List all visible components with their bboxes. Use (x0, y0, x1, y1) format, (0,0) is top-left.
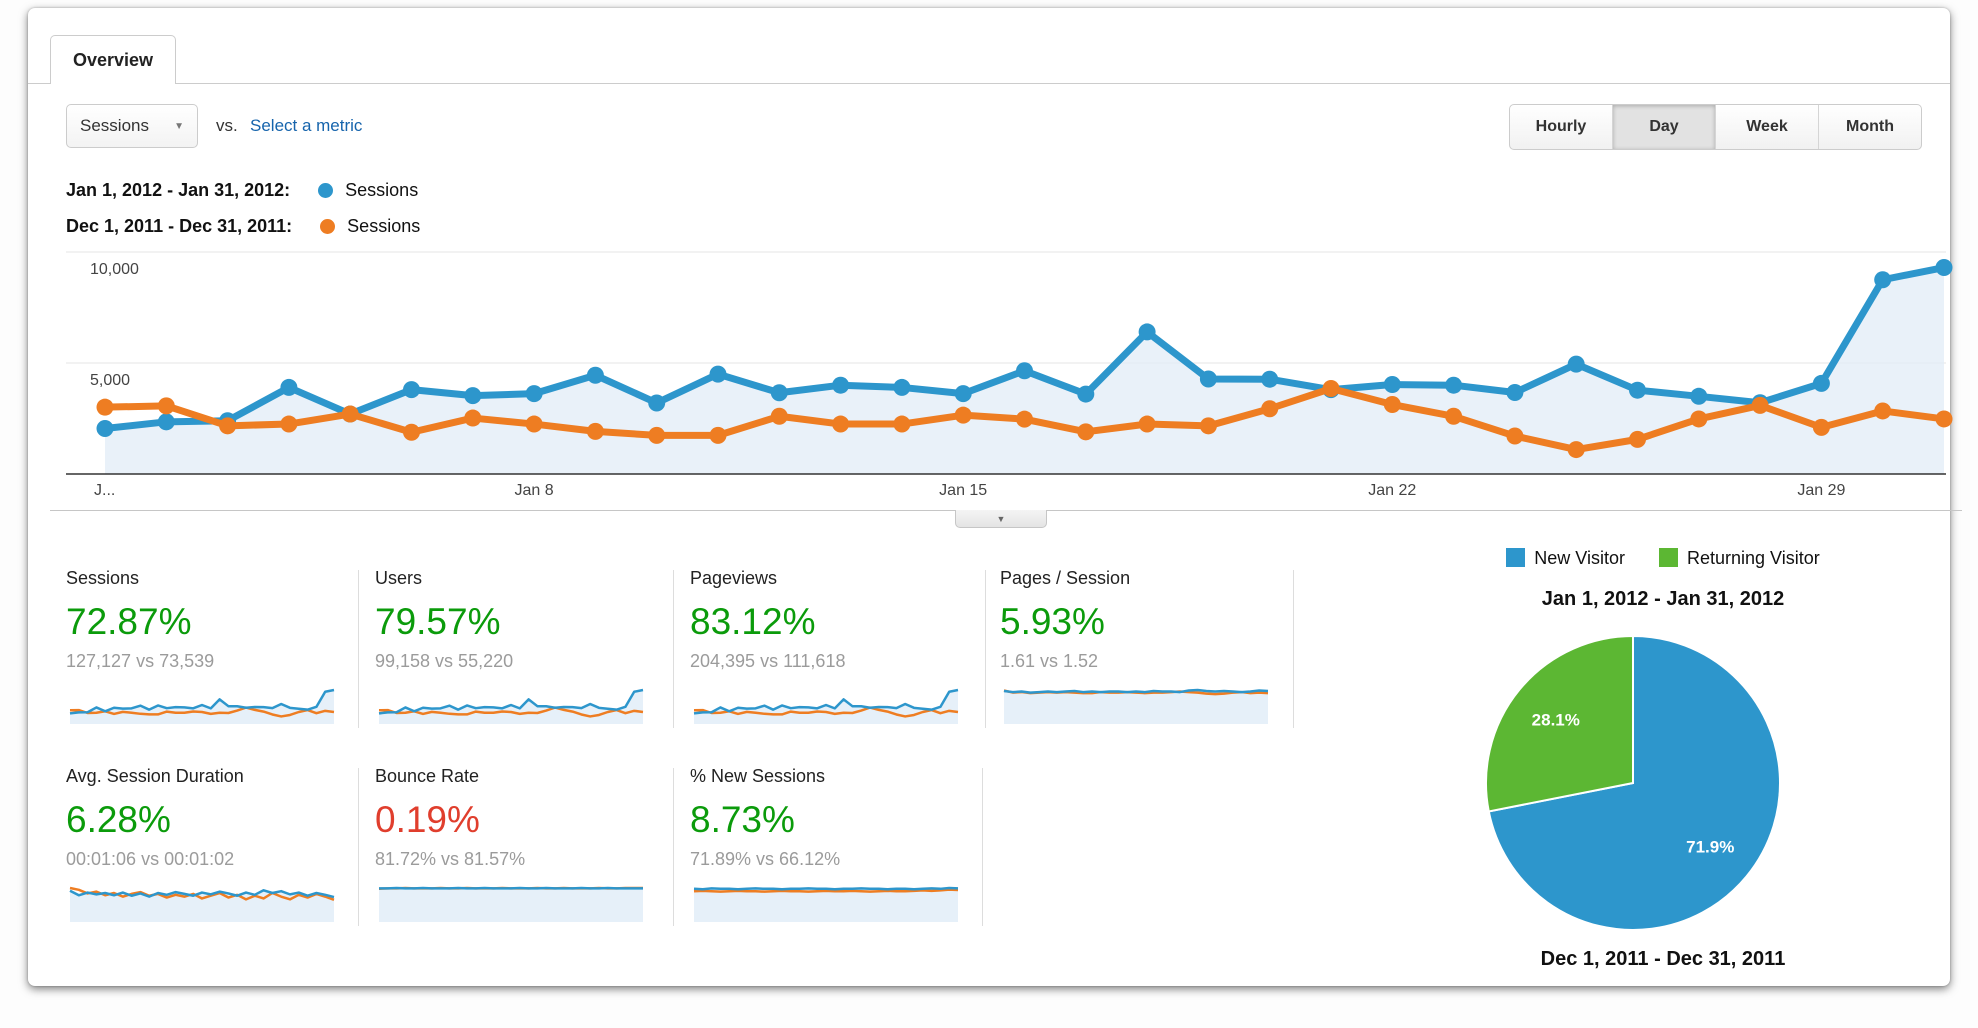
metric-comparison: 99,158 vs 55,220 (375, 651, 514, 671)
metric-card-new-sessions[interactable]: % New Sessions 8.73% 71.89% vs 66.12% (690, 766, 972, 926)
avg-duration-sparkline (69, 886, 335, 922)
metric-label: % New Sessions (690, 766, 826, 786)
select-metric-link[interactable]: Select a metric (250, 116, 363, 135)
card-divider (982, 768, 983, 926)
legend-item-label: New Visitor (1534, 548, 1625, 568)
x-axis-labels: J... Jan 8 Jan 15 Jan 22 Jan 29 (50, 482, 1962, 504)
chevron-down-icon: ▼ (174, 120, 184, 132)
x-axis-tick: Jan 22 (1368, 482, 1417, 499)
legend-item-label: Returning Visitor (1686, 548, 1820, 568)
series-dot-orange-icon (320, 219, 336, 234)
series-dot-blue-icon (318, 183, 334, 198)
x-axis-tick: Jan 8 (514, 482, 554, 499)
card-divider (673, 768, 674, 926)
collapse-chart-button[interactable]: ▼ (955, 510, 1047, 528)
metric-dropdown[interactable]: Sessions ▼ (66, 104, 198, 148)
metric-comparison: 71.89% vs 66.12% (690, 849, 841, 869)
metric-label: Users (375, 568, 423, 588)
tab-overview[interactable]: Overview (50, 35, 176, 84)
metric-card-bounce-rate[interactable]: Bounce Rate 0.19% 81.72% vs 81.57% (375, 766, 657, 926)
metric-comparison: 00:01:06 vs 00:01:02 (66, 849, 235, 869)
new-sessions-sparkline (693, 886, 959, 922)
visitor-type-legend: New Visitor Returning Visitor (1398, 548, 1928, 569)
legend-range-label: Dec 1, 2011 - Dec 31, 2011: (66, 216, 293, 236)
month-button[interactable]: Month (1818, 105, 1921, 149)
metric-label: Avg. Session Duration (66, 766, 244, 786)
new-visitor-swatch-icon (1506, 548, 1526, 567)
metric-label: Pageviews (690, 568, 778, 588)
svg-text:10,000: 10,000 (90, 261, 139, 278)
returning-visitor-swatch-icon (1658, 548, 1678, 567)
x-axis-tick: Jan 29 (1797, 482, 1846, 499)
pie-previous-range-title: Dec 1, 2011 - Dec 31, 2011 (1540, 948, 1786, 970)
metric-delta: 5.93% (1000, 601, 1105, 642)
svg-text:5,000: 5,000 (90, 372, 130, 389)
hourly-button[interactable]: Hourly (1535, 118, 1587, 135)
sessions-line-chart[interactable]: 5,000 10,000 (50, 238, 1962, 488)
pages-session-sparkline (1003, 688, 1269, 724)
legend-row-previous: Dec 1, 2011 - Dec 31, 2011: Sessions (66, 216, 420, 237)
metric-dropdown-value: Sessions (80, 116, 149, 135)
card-divider (358, 570, 359, 728)
legend-item-new-visitor: New Visitor (1506, 548, 1625, 569)
x-axis-tick: J... (94, 482, 116, 499)
card-divider (985, 570, 986, 728)
metric-comparison: 127,127 vs 73,539 (66, 651, 215, 671)
metric-delta: 8.73% (690, 799, 795, 840)
pie-current-range-title: Jan 1, 2012 - Jan 31, 2012 (1541, 588, 1785, 610)
legend-range-label: Jan 1, 2012 - Jan 31, 2012: (66, 180, 291, 200)
legend-series-label: Sessions (345, 180, 419, 200)
metric-comparison: 204,395 vs 111,618 (690, 651, 846, 671)
granularity-button-group: Hourly Day Week Month (1509, 104, 1922, 150)
x-axis-tick: Jan 15 (939, 482, 988, 499)
collapse-chart-icon: ▼ (996, 513, 1006, 524)
metric-delta: 0.19% (375, 799, 480, 840)
metric-delta: 83.12% (690, 601, 816, 642)
visitor-type-pie-chart[interactable]: 71.9% 28.1% (1483, 633, 1783, 933)
metric-delta: 72.87% (66, 601, 192, 642)
day-button[interactable]: Day (1612, 105, 1715, 149)
legend-row-current: Jan 1, 2012 - Jan 31, 2012: Sessions (66, 180, 418, 201)
svg-text:71.9%: 71.9% (1686, 837, 1734, 856)
analytics-overview-panel: Overview Sessions ▼ vs. Select a metric … (28, 8, 1962, 986)
sessions-sparkline (69, 688, 335, 724)
metric-card-avg-session-duration[interactable]: Avg. Session Duration 6.28% 00:01:06 vs … (66, 766, 348, 926)
week-button[interactable]: Week (1715, 105, 1818, 149)
card-divider (358, 768, 359, 926)
metric-card-users[interactable]: Users 79.57% 99,158 vs 55,220 (375, 568, 657, 728)
metric-card-pageviews[interactable]: Pageviews 83.12% 204,395 vs 111,618 (690, 568, 972, 728)
metric-card-sessions[interactable]: Sessions 72.87% 127,127 vs 73,539 (66, 568, 348, 728)
metric-label: Sessions (66, 568, 140, 588)
metric-label: Bounce Rate (375, 766, 480, 786)
vs-label: vs. (216, 116, 238, 135)
metric-comparison: 1.61 vs 1.52 (1000, 651, 1099, 671)
legend-item-returning-visitor: Returning Visitor (1658, 548, 1820, 569)
card-divider (673, 570, 674, 728)
tab-overview-label: Overview (72, 49, 154, 70)
legend-series-label: Sessions (347, 216, 421, 236)
users-sparkline (378, 688, 644, 724)
pageviews-sparkline (693, 688, 959, 724)
card-divider (1293, 570, 1294, 728)
bounce-rate-sparkline (378, 886, 643, 922)
metric-delta: 79.57% (375, 601, 501, 642)
metric-delta: 6.28% (66, 799, 171, 840)
metric-comparison: 81.72% vs 81.57% (375, 849, 526, 869)
tab-divider (28, 83, 1950, 84)
svg-text:28.1%: 28.1% (1532, 711, 1580, 730)
metric-card-pages-session[interactable]: Pages / Session 5.93% 1.61 vs 1.52 (1000, 568, 1282, 728)
metric-label: Pages / Session (1000, 568, 1131, 588)
